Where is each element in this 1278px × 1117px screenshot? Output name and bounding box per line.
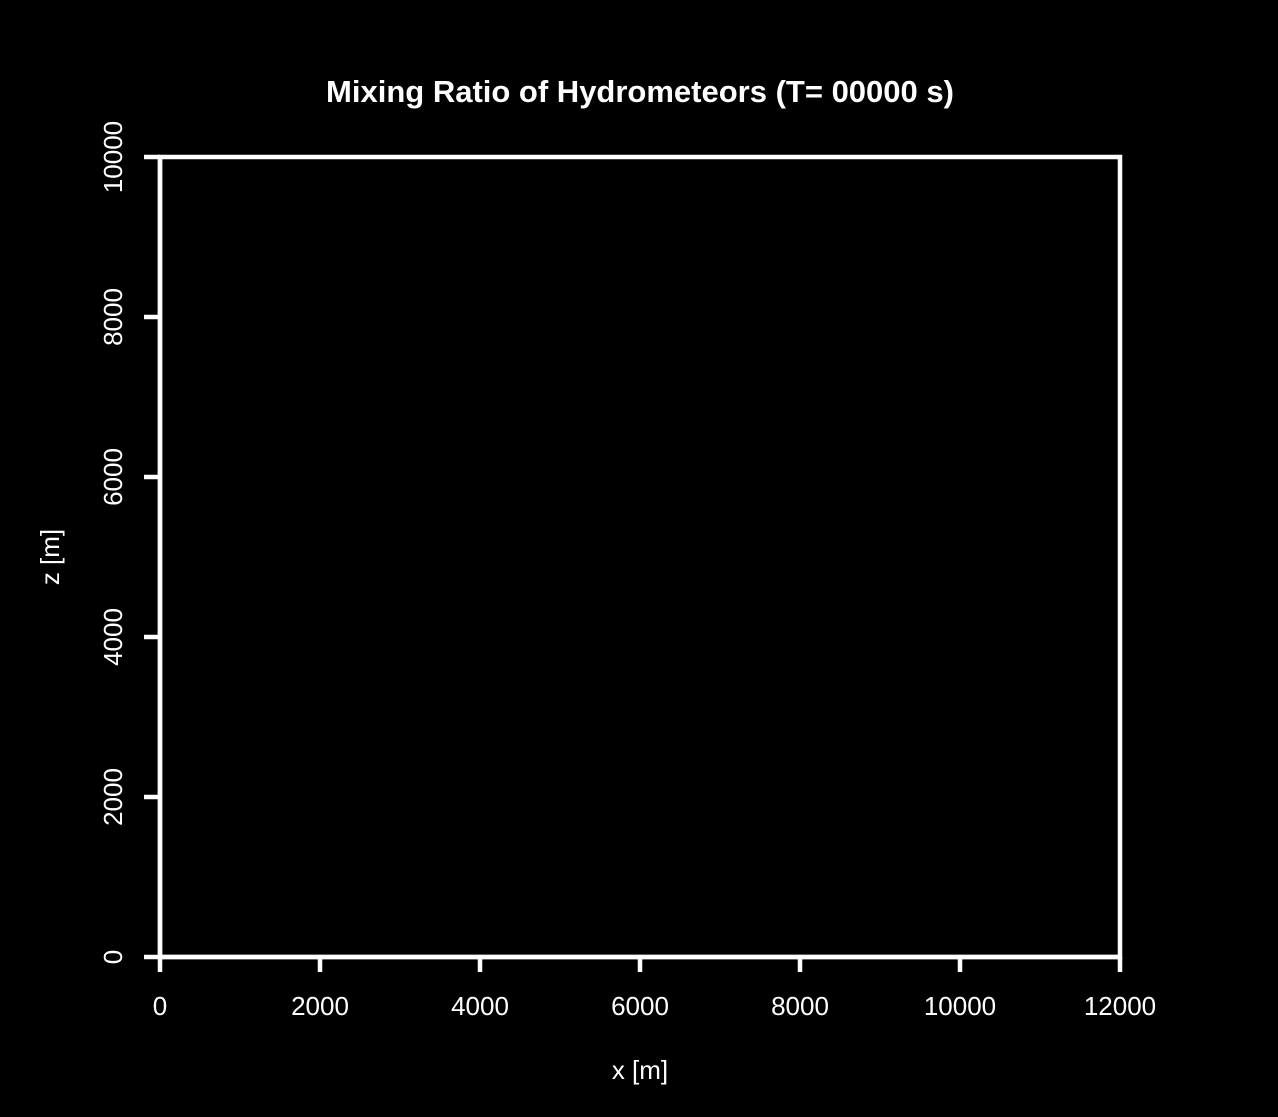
x-tick-label: 0 xyxy=(153,991,167,1021)
y-axis: 0 2000 4000 6000 8000 10000 xyxy=(98,121,163,964)
y-tick-label: 6000 xyxy=(98,448,128,506)
y-tick-label: 0 xyxy=(98,950,128,964)
x-tick-label: 4000 xyxy=(451,991,509,1021)
x-tick-label: 12000 xyxy=(1084,991,1156,1021)
x-tick-label: 2000 xyxy=(291,991,349,1021)
y-axis-label: z [m] xyxy=(35,529,65,585)
x-axis: 0 2000 4000 6000 8000 10000 12000 xyxy=(153,954,1156,1021)
x-axis-label: x [m] xyxy=(612,1055,668,1085)
x-tick-label: 8000 xyxy=(771,991,829,1021)
y-tick-label: 2000 xyxy=(98,768,128,826)
x-tick-label: 10000 xyxy=(924,991,996,1021)
x-tick-label: 6000 xyxy=(611,991,669,1021)
y-tick-label: 10000 xyxy=(98,121,128,193)
y-tick-label: 4000 xyxy=(98,608,128,666)
y-tick-label: 8000 xyxy=(98,288,128,346)
chart-title: Mixing Ratio of Hydrometeors (T= 00000 s… xyxy=(326,74,954,109)
